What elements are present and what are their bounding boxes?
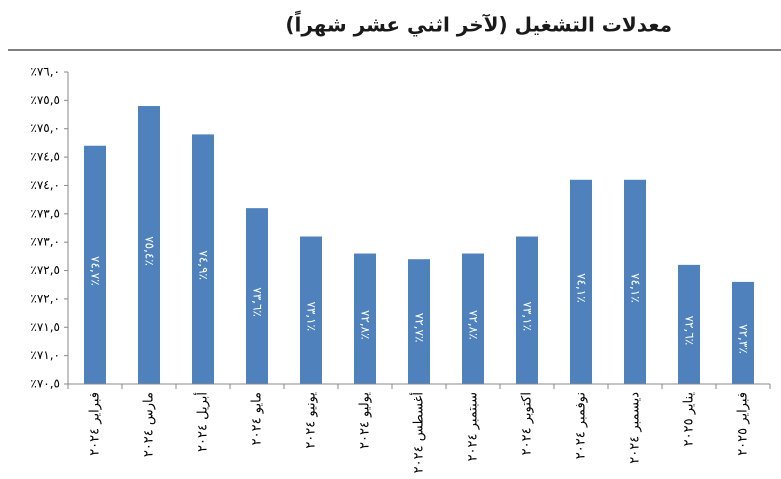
y-tick-label: ٪٧٢,٥ bbox=[30, 263, 60, 277]
x-tick-label: اكتوبر ٢٠٢٤ bbox=[520, 392, 535, 455]
x-tick-label: أبريل ٢٠٢٤ bbox=[194, 392, 211, 452]
bar bbox=[624, 179, 646, 384]
value-label: ٧٣,١٪ bbox=[305, 301, 319, 331]
bar bbox=[138, 106, 160, 384]
y-tick-label: ٪٧٥,٥ bbox=[30, 93, 60, 107]
bar bbox=[192, 134, 214, 384]
bar bbox=[570, 179, 592, 384]
value-label: ٧٣,١٪ bbox=[521, 301, 535, 331]
value-label: ٧٢,٦٪ bbox=[683, 316, 697, 346]
x-tick-label: مايو ٢٠٢٤ bbox=[250, 392, 265, 445]
y-tick-label: ٪٧١,٠ bbox=[30, 348, 60, 362]
y-tick-label: ٪٧٥,٠ bbox=[30, 121, 60, 135]
x-tick-label: نوفمبر ٢٠٢٤ bbox=[574, 392, 589, 459]
value-label: ٧٥,٤٪ bbox=[143, 236, 157, 266]
x-tick-label: يناير ٢٠٢٥ bbox=[682, 392, 697, 447]
bar bbox=[678, 264, 700, 384]
x-tick-label: يونيو ٢٠٢٤ bbox=[304, 392, 319, 449]
y-tick-label: ٪٧٠,٥ bbox=[30, 377, 60, 391]
bar bbox=[732, 281, 754, 384]
y-tick-label: ٪٧٤,٥ bbox=[30, 150, 60, 164]
value-label: ٧٣,٦٪ bbox=[251, 287, 265, 317]
value-label: ٧٢,٣٪ bbox=[737, 324, 751, 354]
bar bbox=[516, 236, 538, 384]
bar bbox=[408, 259, 430, 384]
bar bbox=[354, 253, 376, 384]
bar bbox=[462, 253, 484, 384]
y-tick-label: ٪٧٤,٠ bbox=[30, 178, 60, 192]
y-tick-label: ٪٧٣,٠ bbox=[30, 235, 60, 249]
x-tick-label: يوليو ٢٠٢٤ bbox=[358, 392, 373, 449]
x-tick-label: سبتمبر ٢٠٢٤ bbox=[466, 392, 481, 461]
y-tick-label: ٪٧٦,٠ bbox=[30, 65, 60, 79]
chart-title: معدلات التشغيل (لآخر اثني عشر شهراً) bbox=[285, 10, 672, 37]
bar bbox=[84, 145, 106, 384]
value-label: ٧٤,٩٪ bbox=[197, 250, 211, 280]
x-tick-label: فبراير ٢٠٢٥ bbox=[736, 392, 751, 456]
y-tick-label: ٪٧٢,٠ bbox=[30, 291, 60, 305]
value-label: ٧٤,١٪ bbox=[629, 273, 643, 303]
x-tick-label: فبراير ٢٠٢٤ bbox=[88, 392, 103, 456]
value-label: ٧٤,١٪ bbox=[575, 273, 589, 303]
bar bbox=[246, 208, 268, 384]
x-tick-label: أغسطس ٢٠٢٤ bbox=[410, 392, 427, 473]
value-label: ٧٢,٧٪ bbox=[413, 313, 427, 343]
x-tick-label: ديسمبر ٢٠٢٤ bbox=[628, 392, 643, 464]
value-label: ٧٢,٨٪ bbox=[359, 310, 373, 340]
value-label: ٧٢,٨٪ bbox=[467, 310, 481, 340]
y-tick-label: ٪٧١,٥ bbox=[30, 320, 60, 334]
x-tick-label: مارس ٢٠٢٤ bbox=[142, 392, 157, 457]
bar bbox=[300, 236, 322, 384]
y-tick-label: ٪٧٣,٥ bbox=[30, 206, 60, 220]
value-label: ٧٤,٧٪ bbox=[89, 256, 103, 286]
